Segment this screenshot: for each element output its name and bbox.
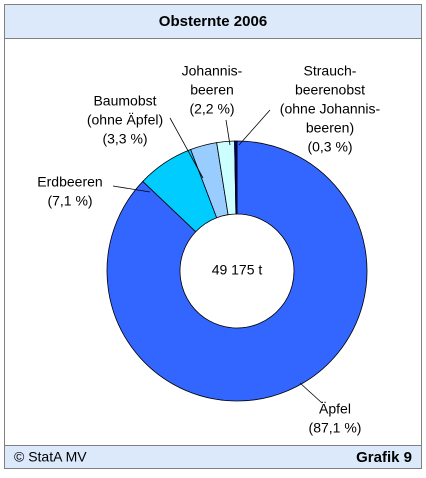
donut-slice (106, 140, 368, 402)
center-label: 49 175 t (212, 262, 263, 278)
slice-label: (ohne Äpfel) (87, 112, 163, 128)
slice-label: Johannis- (182, 63, 243, 79)
slice-label: beeren (190, 82, 234, 98)
header-bar (5, 5, 421, 38)
figure-number: Grafik 9 (356, 449, 412, 466)
leader-line (169, 117, 204, 179)
leader-line (225, 119, 231, 146)
slice-label: (ohne Johannis- (280, 101, 381, 117)
slice-label: beerenobst (295, 82, 365, 98)
value-label: (3,3 %) (102, 131, 147, 147)
chart-title: Obsternte 2006 (159, 13, 267, 30)
value-label: (87,1 %) (309, 420, 362, 436)
slice-label: Äpfel (319, 401, 351, 417)
value-label: (0,3 %) (307, 139, 352, 155)
leader-line (299, 382, 323, 404)
donut-slice (234, 140, 238, 215)
slice-label: Baumobst (93, 93, 156, 109)
slice-label: beeren) (306, 120, 354, 136)
footer-bar (5, 446, 421, 468)
slice-label: Erdbeeren (37, 174, 102, 190)
slice-label: Strauch- (304, 63, 357, 79)
source: © StatA MV (14, 449, 87, 465)
leader-line (112, 185, 151, 193)
leader-line (238, 109, 271, 146)
value-label: (2,2 %) (189, 101, 234, 117)
value-label: (7,1 %) (47, 193, 92, 209)
